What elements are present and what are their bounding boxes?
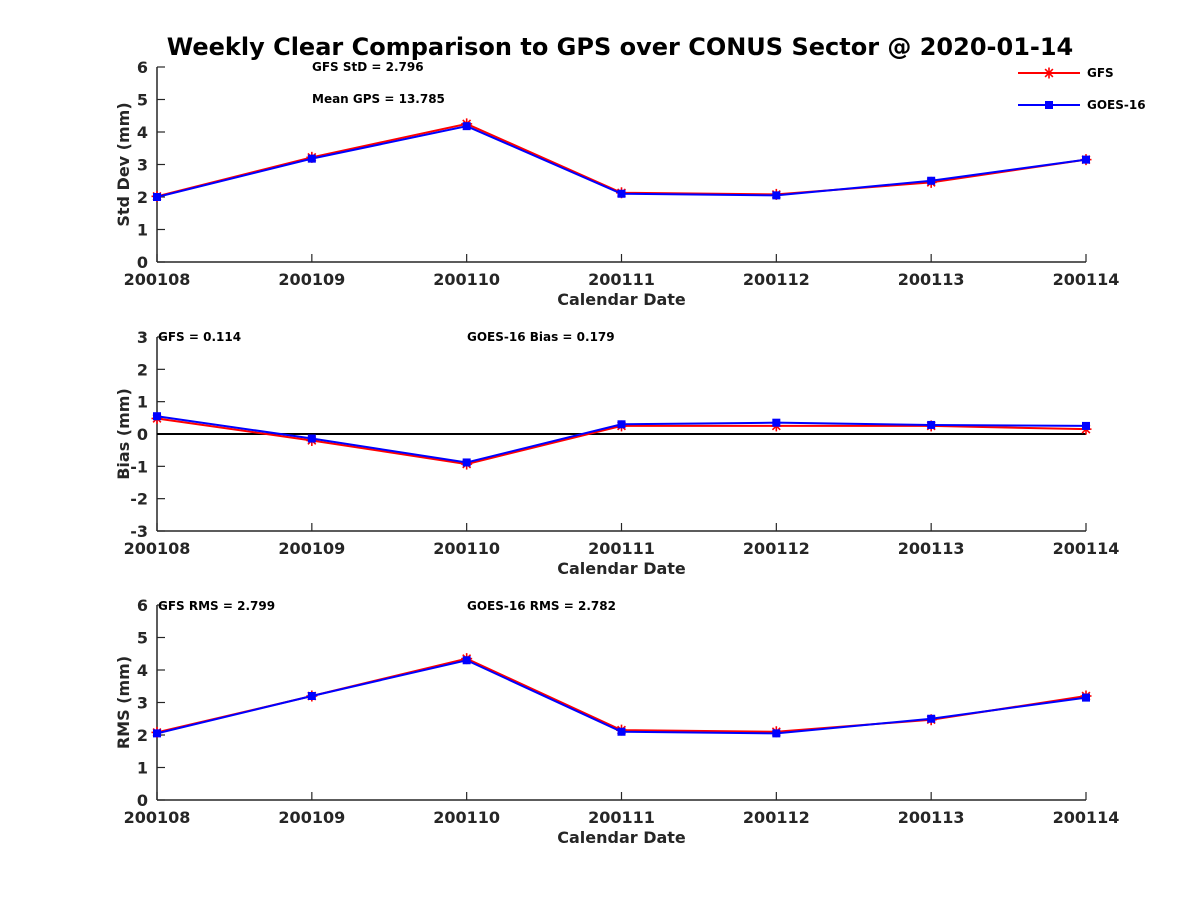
stat-annotation: GOES-16 Bias = 0.179 (467, 330, 615, 344)
data-point-goes-16 (462, 656, 471, 665)
series-line-gfs (156, 657, 1087, 734)
stat-annotation: GFS StD = 2.796 (312, 60, 424, 74)
x-tick-label: 200110 (433, 808, 500, 827)
series-line-goes-16 (156, 659, 1087, 735)
y-tick-label: 3 (137, 156, 148, 175)
x-tick-label: 200113 (898, 808, 965, 827)
stat-annotation: GOES-16 RMS = 2.782 (467, 599, 616, 613)
data-point-goes-16 (307, 154, 316, 163)
legend-entry-goes-16: GOES-16 (1018, 98, 1146, 112)
data-point-goes-16 (617, 727, 626, 736)
x-axis-label: Calendar Date (557, 559, 686, 578)
data-point-goes-16 (617, 420, 626, 429)
x-tick-label: 200111 (588, 270, 655, 289)
x-tick-label: 200111 (588, 808, 655, 827)
data-point-goes-16 (1082, 155, 1090, 164)
data-point-goes-16 (1082, 421, 1090, 430)
stat-annotation: GFS = 0.114 (158, 330, 241, 344)
legend-marker (1045, 101, 1053, 109)
y-tick-label: -2 (130, 490, 148, 509)
legend-marker (1043, 67, 1055, 79)
data-point-goes-16 (927, 714, 936, 723)
y-tick-label: 6 (137, 58, 148, 77)
data-point-goes-16 (462, 122, 471, 131)
y-tick-label: 4 (137, 123, 148, 142)
x-tick-label: 200113 (898, 539, 965, 558)
data-point-goes-16 (927, 176, 936, 185)
y-tick-label: 1 (137, 221, 148, 240)
x-tick-label: 200112 (743, 808, 810, 827)
x-axis-label: Calendar Date (557, 828, 686, 847)
x-axis-label: Calendar Date (557, 290, 686, 309)
y-tick-label: 1 (137, 393, 148, 412)
x-tick-label: 200110 (433, 539, 500, 558)
series-line-gfs (156, 122, 1087, 198)
x-tick-label: 200114 (1053, 539, 1120, 558)
x-tick-label: 200108 (124, 270, 191, 289)
x-tick-label: 200109 (278, 539, 345, 558)
data-point-goes-16 (927, 420, 936, 429)
x-tick-label: 200112 (743, 270, 810, 289)
x-tick-label: 200113 (898, 270, 965, 289)
data-point-goes-16 (307, 434, 316, 443)
data-point-goes-16 (772, 418, 781, 427)
x-tick-label: 200110 (433, 270, 500, 289)
y-tick-label: 0 (137, 425, 148, 444)
y-axis-label: Bias (mm) (114, 388, 133, 480)
y-tick-label: 3 (137, 694, 148, 713)
data-point-goes-16 (1082, 693, 1090, 702)
stat-annotation: GFS RMS = 2.799 (158, 599, 275, 613)
data-point-goes-16 (462, 458, 471, 467)
y-axis-label: Std Dev (mm) (114, 102, 133, 226)
data-point-goes-16 (617, 189, 626, 198)
x-tick-label: 200111 (588, 539, 655, 558)
stat-annotation: Mean GPS = 13.785 (312, 92, 445, 106)
x-tick-label: 200109 (278, 270, 345, 289)
y-tick-label: 2 (137, 726, 148, 745)
x-tick-label: 200112 (743, 539, 810, 558)
y-tick-label: 2 (137, 188, 148, 207)
y-axis-label: RMS (mm) (114, 656, 133, 749)
y-tick-label: 3 (137, 328, 148, 347)
x-tick-label: 200108 (124, 539, 191, 558)
legend-label: GFS (1087, 66, 1114, 80)
y-tick-label: 2 (137, 360, 148, 379)
series-line-goes-16 (156, 125, 1087, 198)
subplot-2: -3 -2 -1 0 1 2 3 200108 200109 200110 200111 200112… (114, 328, 1119, 578)
subplot-3: 0 1 2 3 4 5 6 200108 200109 200110 200111 200112 200… (114, 596, 1119, 847)
y-tick-label: 5 (137, 629, 148, 648)
y-tick-label: 0 (137, 253, 148, 272)
x-tick-label: 200108 (124, 808, 191, 827)
data-point-goes-16 (772, 191, 781, 200)
y-tick-label: 4 (137, 661, 148, 680)
data-point-goes-16 (153, 412, 161, 421)
legend-entry-gfs: GFS (1018, 66, 1114, 80)
legend: GFS GOES-16 (1018, 66, 1146, 112)
data-point-goes-16 (307, 692, 316, 700)
y-tick-label: 5 (137, 91, 148, 110)
x-tick-label: 200109 (278, 808, 345, 827)
y-tick-label: 1 (137, 759, 148, 778)
legend-label: GOES-16 (1087, 98, 1146, 112)
y-tick-label: 0 (137, 791, 148, 810)
data-point-goes-16 (153, 729, 161, 738)
x-tick-label: 200114 (1053, 270, 1120, 289)
x-tick-label: 200114 (1053, 808, 1120, 827)
y-tick-label: -3 (130, 522, 148, 541)
chart-title: Weekly Clear Comparison to GPS over CONU… (167, 33, 1074, 61)
data-point-goes-16 (153, 193, 161, 201)
y-tick-label: 6 (137, 596, 148, 615)
data-point-goes-16 (772, 729, 781, 738)
y-tick-label: -1 (130, 457, 148, 476)
subplot-1: 0 1 2 3 4 5 6 200108 200109 200110 200111 200112 200… (114, 58, 1119, 309)
